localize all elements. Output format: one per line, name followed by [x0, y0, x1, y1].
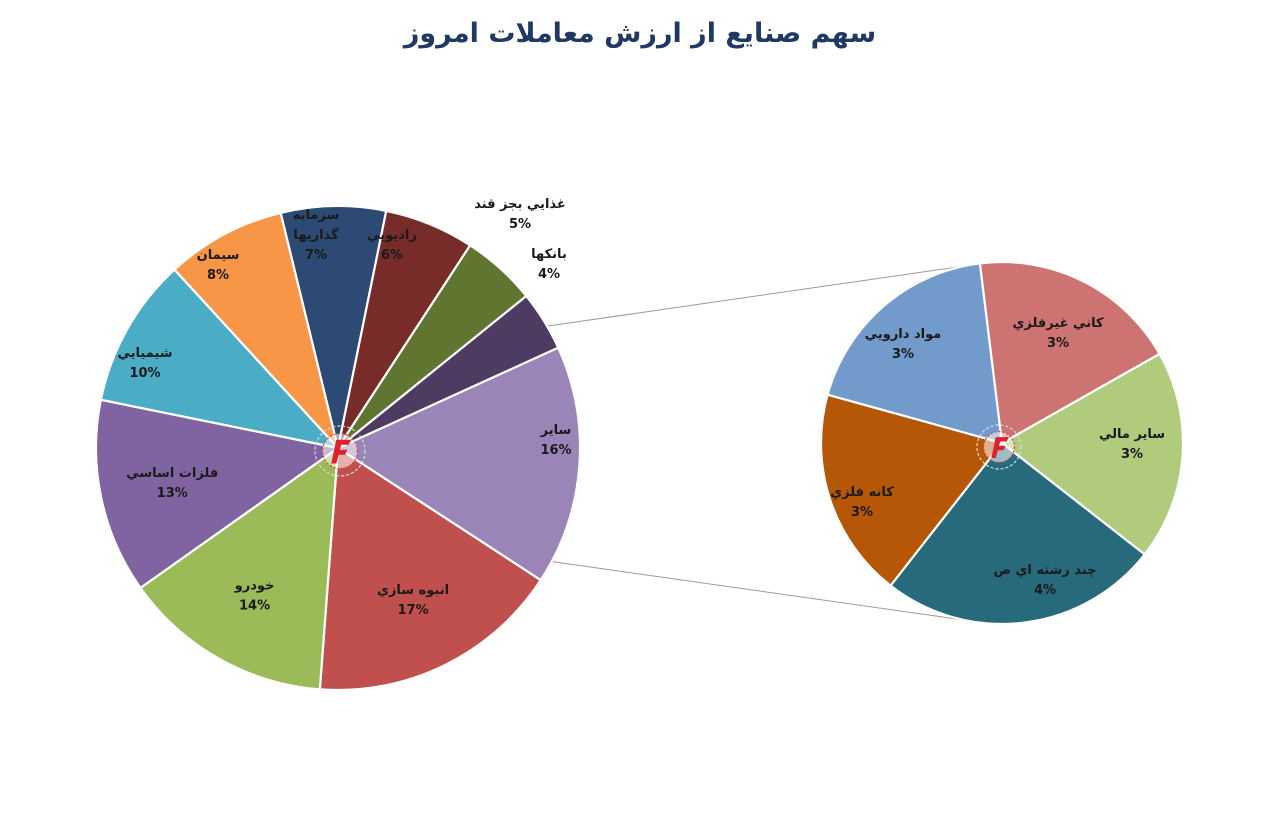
connector-line-top [547, 262, 986, 327]
slice-label: انبوه سازي 17% [377, 583, 449, 618]
slice-label: خودرو 14% [234, 578, 275, 613]
pie-slice [94, 398, 341, 590]
pie-slice [279, 204, 388, 449]
slice-label: غذايي بجز قند 5% [474, 197, 566, 232]
pie-slice [172, 211, 340, 449]
logo-icon [314, 425, 366, 477]
slice-label: مواد دارويي 3% [865, 327, 942, 362]
pie-slice [99, 268, 342, 450]
pie-slice [819, 393, 1004, 588]
pie-slice [978, 260, 1162, 445]
slice-label: ساير مالي 3% [1099, 427, 1165, 462]
slice-label: سيمان 8% [197, 248, 240, 283]
connector-line-bottom [547, 560, 986, 624]
chart-title: سهم صنایع از ارزش معاملات امروز [403, 18, 877, 49]
pie-slice [889, 441, 1147, 626]
pie-slice [826, 262, 1004, 445]
pie-slice [337, 294, 560, 450]
slice-label: ساير 16% [540, 423, 572, 458]
pie-slice [138, 445, 340, 691]
slice-label: راديويي 6% [367, 228, 417, 263]
slice-label: چند رشته اي ص 4% [993, 563, 1096, 598]
pie-slice [1000, 352, 1185, 556]
slice-label: شيميايي 10% [117, 346, 172, 381]
slice-label: کاني غيرفلزي 3% [1012, 316, 1104, 351]
slice-label: بانکها 4% [531, 247, 567, 282]
main-pie: ساير 16% انبوه سازي 17% خودرو 14% فلزات اساسي 1… [94, 197, 582, 692]
slice-label: کانه فلزي 3% [830, 485, 894, 520]
pie-slice [335, 346, 582, 582]
logo-icon [976, 424, 1022, 470]
sub-pie: ساير مالي 3% چند رشته اي ص 4% کانه فلزي 3% موا… [819, 260, 1185, 626]
slice-label: سرمايه گذاريها 7% [293, 208, 340, 263]
slice-label: فلزات اساسي 13% [126, 466, 218, 501]
pie-slice [318, 446, 543, 692]
